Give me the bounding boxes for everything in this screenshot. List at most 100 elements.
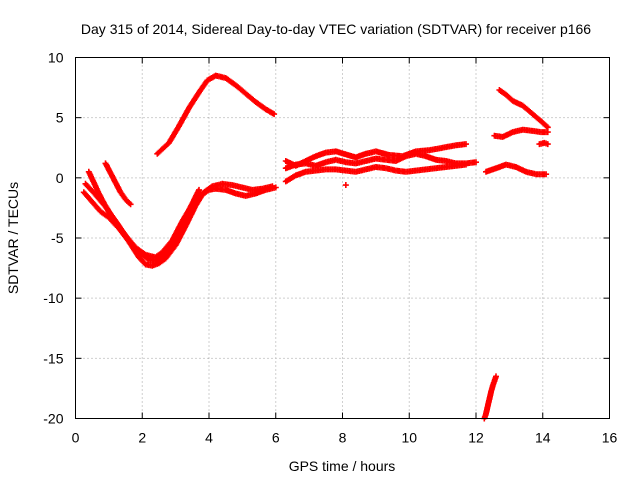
series-late-low [483,161,550,178]
data-point [535,173,537,175]
data-point [251,189,253,191]
data-point [100,211,102,213]
data-point [485,413,487,415]
data-point [151,265,153,267]
data-point [120,191,122,193]
data-point [488,398,490,400]
y-tick-label: -15 [43,350,63,366]
x-tick-label: 8 [339,430,347,446]
data-point [315,155,317,157]
data-point [231,184,233,186]
data-point [355,162,357,164]
data-point [335,150,337,152]
data-point [98,192,100,194]
data-point [540,131,542,133]
data-point [83,191,85,193]
data-point [435,159,437,161]
data-point [141,254,143,256]
y-axis-label: SDTVAR / TECUs [5,182,21,294]
series-mid-band-b [282,161,469,185]
data-point [91,201,93,203]
data-point [295,165,297,167]
data-point [325,161,327,163]
data-point [255,101,257,103]
x-tick-label: 16 [602,430,618,446]
data-point [221,183,223,185]
data-point [325,168,327,170]
data-point [543,142,545,144]
data-point [156,153,158,155]
data-point [345,170,347,172]
data-point [495,375,497,377]
data-point [522,105,524,107]
data-point [123,232,125,234]
data-point [492,385,494,387]
series-rise-peak [154,72,278,157]
data-point [455,144,457,146]
x-tick-label: 14 [535,430,551,446]
data-point [547,143,549,145]
data-point [148,259,150,261]
data-point [540,120,542,122]
data-point [385,167,387,169]
data-point [442,147,444,149]
data-point [502,136,504,138]
series-arc-hump [102,160,134,208]
data-point [355,171,357,173]
data-point [428,149,430,151]
data-point [145,263,147,265]
data-point [168,142,170,144]
data-point [547,126,549,128]
data-point [435,167,437,169]
data-point [525,171,527,173]
series-markers [496,87,551,131]
x-tick-label: 4 [205,430,213,446]
data-point [185,225,187,227]
data-point [103,202,105,204]
data-point [271,185,273,187]
data-point [375,150,377,152]
data-point [115,182,117,184]
data-point [465,164,467,166]
data-point [168,249,170,251]
data-point [365,168,367,170]
data-point [532,130,534,132]
data-point [505,94,507,96]
data-point [195,205,197,207]
series-mid-isolated [342,182,349,189]
y-tick-label: 0 [56,170,64,186]
series-markers [483,161,550,178]
data-point [455,165,457,167]
data-point [285,167,287,169]
data-point [490,391,492,393]
grid [75,57,610,419]
data-point [385,159,387,161]
series-arc-early [85,168,202,264]
data-point [402,155,404,157]
data-point [425,168,427,170]
data-points [80,72,551,422]
x-tick-label: 6 [272,430,280,446]
data-point [512,100,514,102]
series-late-mid [491,126,551,140]
data-point [487,405,489,407]
data-point [110,172,112,174]
data-point [261,188,263,190]
data-point [405,171,407,173]
data-point [547,131,549,133]
series-dive [481,373,499,422]
data-point [295,174,297,176]
x-tick-label: 10 [401,430,417,446]
data-point [493,380,495,382]
data-point [178,232,180,234]
data-point [125,198,127,200]
data-point [345,184,347,186]
data-point [315,165,317,167]
data-point [198,189,200,191]
data-point [235,192,237,194]
data-point [355,156,357,158]
series-markers [154,72,278,157]
data-point [415,150,417,152]
series-markers [102,160,134,208]
data-point [130,203,132,205]
